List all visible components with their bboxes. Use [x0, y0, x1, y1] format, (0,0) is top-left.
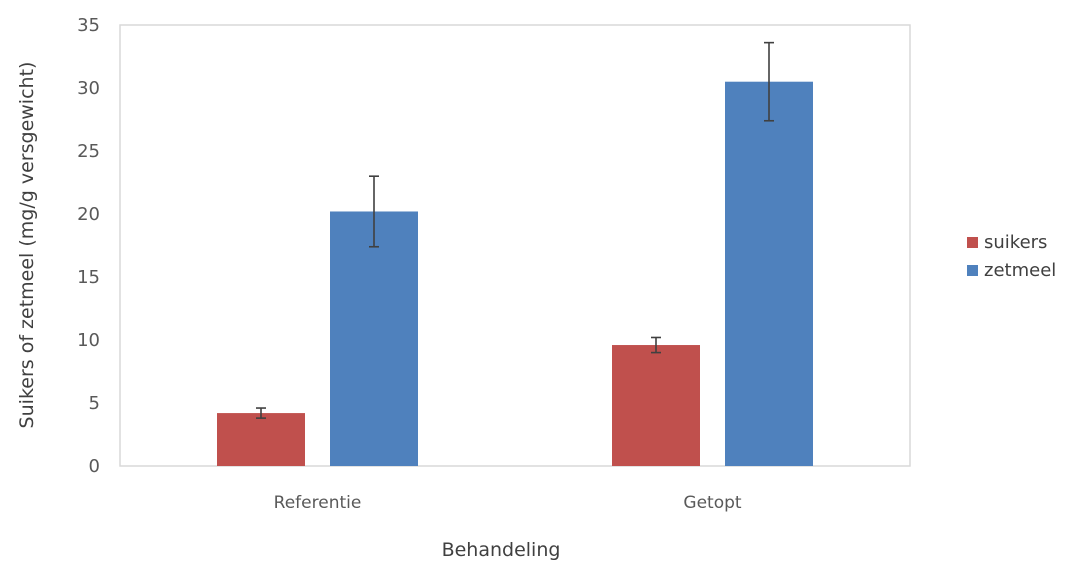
- y-tick-label: 5: [89, 393, 100, 414]
- legend-label: suikers: [984, 232, 1047, 253]
- y-axis-title: Suikers of zetmeel (mg/g versgewicht): [16, 62, 38, 429]
- x-tick-label: Referentie: [274, 493, 362, 513]
- x-tick-label: Getopt: [683, 493, 741, 513]
- y-tick-label: 10: [77, 330, 100, 351]
- x-axis: Referentie Getopt: [274, 493, 742, 513]
- y-tick-label: 35: [77, 15, 100, 36]
- bar-suikers-getopt: [612, 345, 700, 466]
- error-bars: [256, 41, 774, 419]
- y-tick-label: 20: [77, 204, 100, 225]
- y-tick-label: 30: [77, 78, 100, 99]
- error-bar-zetmeel-getopt: [764, 41, 774, 122]
- bar-zetmeel-getopt: [725, 81, 813, 466]
- y-tick-label: 0: [89, 456, 100, 477]
- legend-item-zetmeel: zetmeel: [967, 260, 1056, 281]
- legend-swatch: [967, 265, 978, 276]
- legend-label: zetmeel: [984, 260, 1056, 281]
- y-axis: 0 5 10 15 20 25 30 35: [77, 15, 100, 477]
- error-bar-suikers-referentie: [256, 407, 266, 419]
- error-bar-suikers-getopt: [651, 336, 661, 354]
- legend-swatch: [967, 237, 978, 248]
- legend-item-suikers: suikers: [967, 232, 1047, 253]
- x-axis-title: Behandeling: [442, 539, 561, 561]
- bar-suikers-referentie: [217, 413, 305, 466]
- bar-zetmeel-referentie: [330, 211, 418, 466]
- y-tick-label: 25: [77, 141, 100, 162]
- y-tick-label: 15: [77, 267, 100, 288]
- legend: suikers zetmeel: [967, 232, 1056, 281]
- bars: [217, 81, 813, 466]
- error-bar-zetmeel-referentie: [369, 175, 379, 248]
